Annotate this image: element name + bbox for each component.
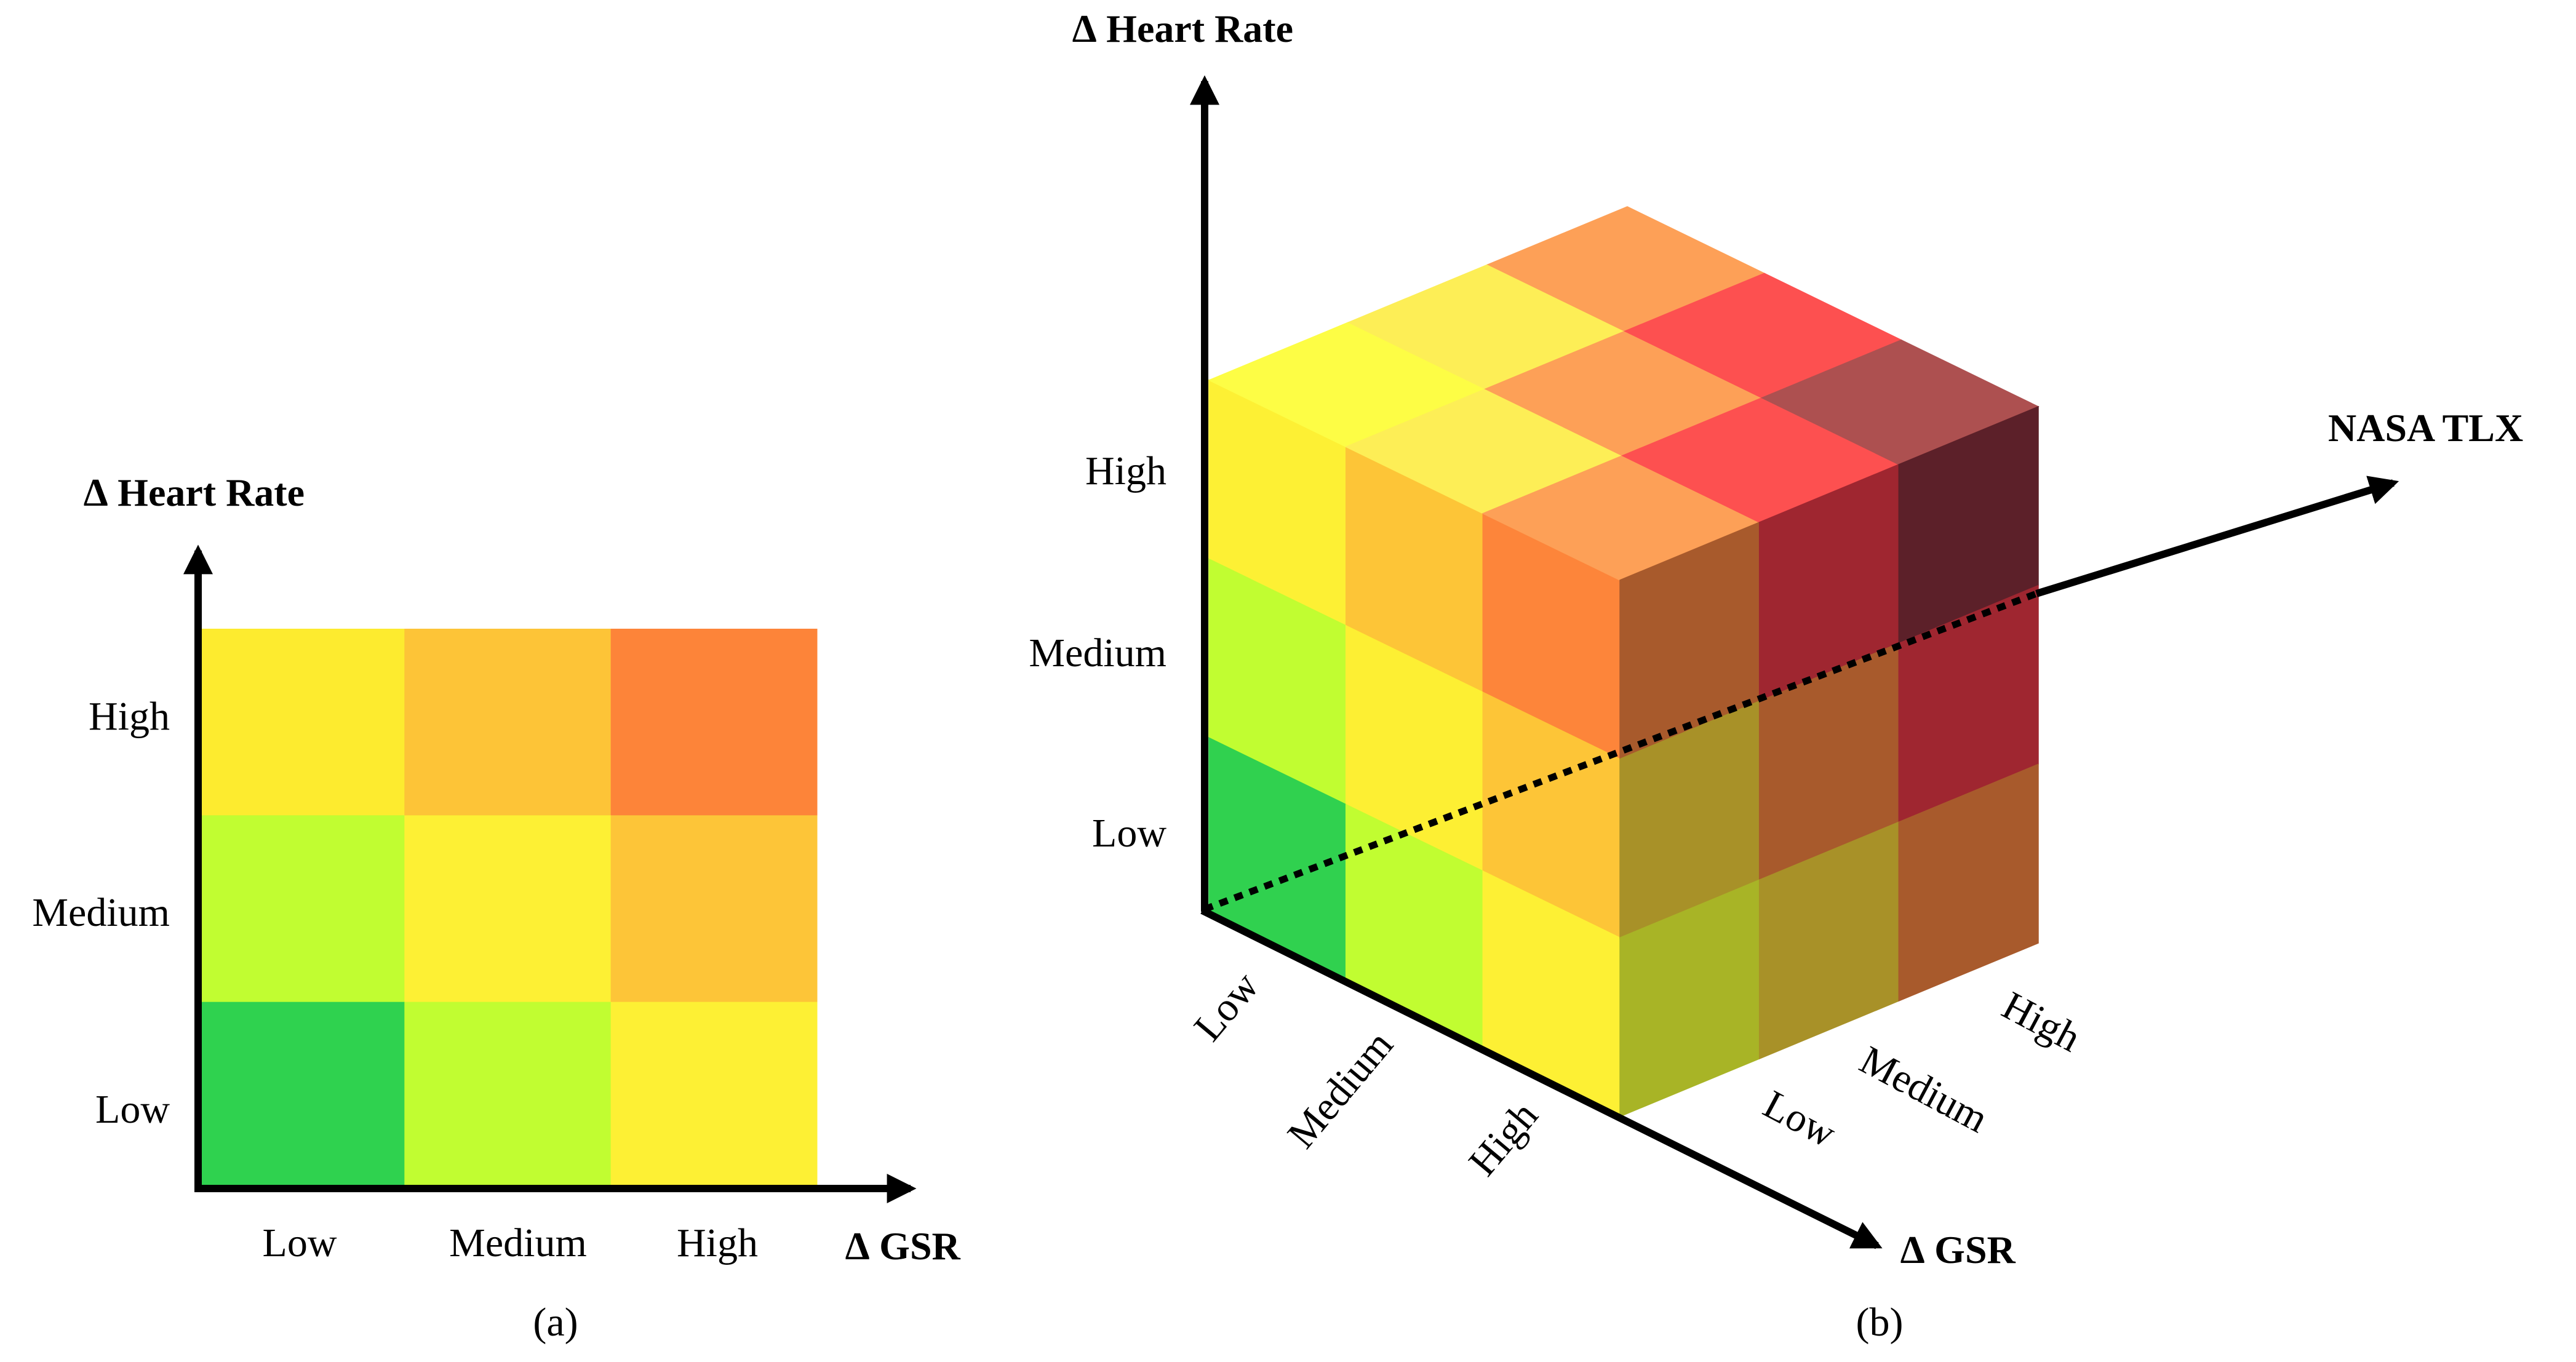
panel-b-z-tick-high: High — [1995, 983, 2088, 1061]
panel-a-cell-hr-high-gsr-low — [198, 629, 405, 816]
panel-b-z-axis — [2035, 476, 2399, 597]
panel-a-x-tick-low: Low — [263, 1221, 337, 1265]
panel-a-cell-hr-medium-gsr-medium — [404, 815, 612, 1003]
panel-a-y-axis-title: ∆ Heart Rate — [84, 471, 305, 514]
panel-a-y-tick-low: Low — [95, 1087, 170, 1132]
panel-a-y-tick-medium: Medium — [32, 890, 170, 935]
panel-b-x-axis-title: ∆ GSR — [1900, 1228, 2016, 1272]
panel-b-y-tick-medium: Medium — [1029, 631, 1166, 675]
panel-a-x-tick-medium: Medium — [449, 1221, 587, 1265]
panel-b-x-tick-medium: Medium — [1279, 1022, 1402, 1157]
panel-a-x-tick-high: High — [677, 1221, 758, 1265]
panel-b-z-axis-hidden — [1203, 590, 2038, 913]
panel-b-z-axis-title: NASA TLX — [2328, 406, 2523, 450]
panel-a-grid — [198, 629, 818, 1189]
panel-b-z-tick-low: Low — [1757, 1081, 1843, 1156]
panel-b-y-tick-high: High — [1085, 448, 1166, 493]
panel-b: ∆ Heart Rate ∆ GSR NASA TLX High Medium … — [1029, 7, 2523, 1345]
panel-b-x-axis — [1200, 907, 1883, 1249]
panel-b-caption: (b) — [1856, 1300, 1904, 1345]
panel-b-x-tick-low: Low — [1186, 963, 1268, 1049]
panel-b-right-cell-hr-low-tlx-high — [1898, 763, 2039, 1002]
panel-a-y-tick-high: High — [89, 694, 170, 739]
panel-a-cell-hr-high-gsr-high — [610, 629, 818, 816]
panel-b-x-tick-high: High — [1460, 1093, 1547, 1184]
panel-a-cell-hr-low-gsr-low — [198, 1002, 405, 1189]
panel-b-z-tick-medium: Medium — [1852, 1037, 1995, 1141]
panel-a-cell-hr-medium-gsr-low — [198, 815, 405, 1003]
panel-a-caption: (a) — [533, 1300, 578, 1345]
panel-a-cell-hr-high-gsr-medium — [404, 629, 612, 816]
panel-b-y-tick-low: Low — [1092, 811, 1166, 856]
panel-a-x-axis-title: ∆ GSR — [845, 1224, 961, 1268]
panel-b-y-axis-title: ∆ Heart Rate — [1072, 7, 1293, 50]
panel-a-cell-hr-low-gsr-high — [610, 1002, 818, 1189]
panel-b-cube — [1208, 206, 2040, 1118]
panel-a: ∆ Heart Rate ∆ GSR High Medium Low Low M… — [32, 471, 960, 1345]
panel-a-cell-hr-low-gsr-medium — [404, 1002, 612, 1189]
panel-a-cell-hr-medium-gsr-high — [610, 815, 818, 1003]
